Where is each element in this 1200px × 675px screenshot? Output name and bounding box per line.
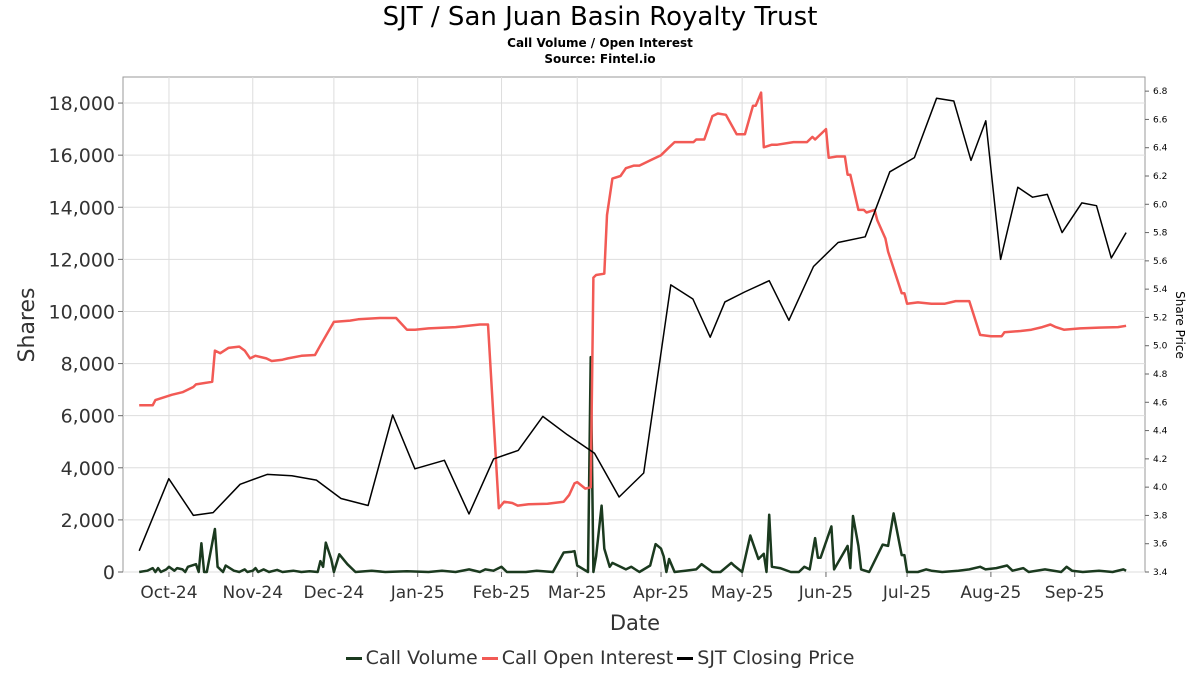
tick-label-y: 4,000 xyxy=(61,458,115,480)
plot-area xyxy=(122,76,1146,573)
tick-label-y2: 3.8 xyxy=(1153,511,1168,521)
series-line-call-open-interest xyxy=(139,91,1127,510)
legend-label-closing-price: SJT Closing Price xyxy=(697,647,855,669)
tick-label-y: 16,000 xyxy=(49,145,115,167)
chart-subtitle: Call Volume / Open Interest xyxy=(507,36,693,50)
tick-label-y: 6,000 xyxy=(61,406,115,428)
legend-item-call-open-interest: Call Open Interest xyxy=(481,647,674,669)
axes: 0 2,000 4,000 6,000 8,000 10,000 12,000 14,000 1… xyxy=(49,87,1168,603)
series-layer xyxy=(138,91,1127,574)
tick-label-y: 2,000 xyxy=(61,510,115,532)
y-axis-label: Shares xyxy=(15,288,40,363)
legend-swatch-call-volume xyxy=(345,656,362,660)
legend-item-call-volume: Call Volume xyxy=(345,647,478,669)
tick-label-x: Nov-24 xyxy=(223,583,284,603)
tick-label-y2: 4.4 xyxy=(1153,427,1168,437)
tick-label-x: Jun-25 xyxy=(798,583,853,603)
tick-label-y2: 6.4 xyxy=(1153,144,1168,154)
tick-label-y2: 6.6 xyxy=(1153,115,1168,125)
legend-item-closing-price: SJT Closing Price xyxy=(677,647,854,669)
tick-label-y2: 3.6 xyxy=(1153,540,1168,550)
tick-label-x: Sep-25 xyxy=(1045,583,1105,603)
tick-label-x: Feb-25 xyxy=(473,583,531,603)
tick-label-y2: 4.6 xyxy=(1153,398,1168,408)
tick-label-y2: 6.2 xyxy=(1153,172,1167,182)
series-line-sjt-closing-price xyxy=(138,97,1127,552)
tick-label-y: 12,000 xyxy=(49,249,115,271)
tick-label-y2: 5.4 xyxy=(1153,285,1168,295)
legend-label-call-open-interest: Call Open Interest xyxy=(501,647,674,669)
tick-label-y: 14,000 xyxy=(49,197,115,219)
tick-label-y2: 4.8 xyxy=(1153,370,1168,380)
tick-label-y2: 5.8 xyxy=(1153,229,1168,239)
series-line-call-volume xyxy=(139,355,1127,574)
tick-label-y2: 4.2 xyxy=(1153,455,1167,465)
tick-label-x: Aug-25 xyxy=(960,583,1021,603)
tick-label-x: Dec-24 xyxy=(304,583,365,603)
tick-label-y2: 5.6 xyxy=(1153,257,1168,267)
tick-label-y2: 3.4 xyxy=(1153,568,1168,578)
chart-title: SJT / San Juan Basin Royalty Trust xyxy=(382,2,818,32)
x-axis-label: Date xyxy=(610,611,660,635)
tick-label-x: May-25 xyxy=(711,583,774,603)
legend-swatch-closing-price xyxy=(677,656,694,660)
tick-label-y2: 5.2 xyxy=(1153,313,1167,323)
tick-label-x: Jan-25 xyxy=(390,583,445,603)
legend: Call Volume Call Open Interest SJT Closi… xyxy=(0,647,1200,669)
grid-lines xyxy=(122,76,1146,573)
chart-source: Source: Fintel.io xyxy=(544,52,656,66)
tick-label-y: 18,000 xyxy=(49,93,115,115)
tick-label-y2: 4.0 xyxy=(1153,483,1168,493)
tick-label-y2: 6.8 xyxy=(1153,87,1168,97)
tick-label-y: 8,000 xyxy=(61,354,115,376)
tick-label-y: 0 xyxy=(103,562,115,584)
tick-label-y2: 6.0 xyxy=(1153,200,1168,210)
tick-label-y2: 5.0 xyxy=(1153,342,1168,352)
tick-label-x: Jul-25 xyxy=(882,583,931,603)
legend-swatch-call-open-interest xyxy=(481,656,498,660)
tick-label-y: 10,000 xyxy=(49,301,115,323)
tick-label-x: Oct-24 xyxy=(140,583,197,603)
tick-label-x: Mar-25 xyxy=(548,583,607,603)
tick-label-x: Apr-25 xyxy=(633,583,689,603)
y2-axis-label: Share Price xyxy=(1173,291,1187,359)
legend-label-call-volume: Call Volume xyxy=(365,647,478,669)
